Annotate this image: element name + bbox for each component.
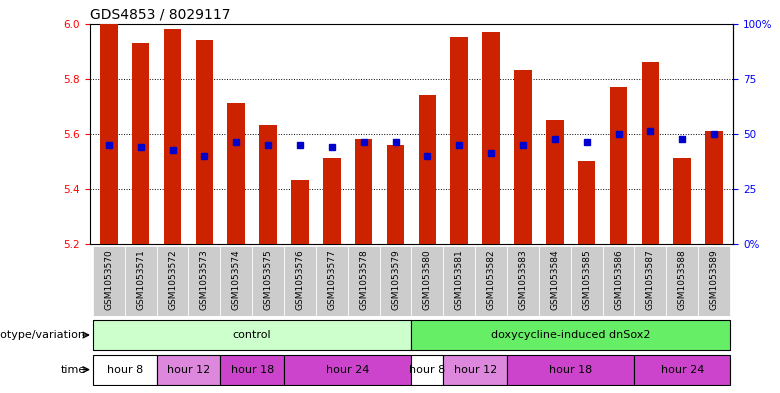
Text: GSM1053582: GSM1053582 (487, 249, 495, 310)
Bar (419, 95, 436, 244)
Text: GSM1053577: GSM1053577 (328, 249, 336, 310)
Bar (259, 125, 277, 244)
Text: hour 18: hour 18 (549, 365, 592, 375)
FancyBboxPatch shape (411, 354, 443, 385)
Text: GSM1053581: GSM1053581 (455, 249, 464, 310)
FancyBboxPatch shape (507, 354, 634, 385)
FancyBboxPatch shape (634, 246, 666, 316)
FancyBboxPatch shape (571, 246, 603, 316)
Bar (451, 37, 468, 244)
Text: hour 24: hour 24 (326, 365, 370, 375)
Text: GSM1053585: GSM1053585 (582, 249, 591, 310)
Bar (323, 158, 341, 244)
Text: GSM1053573: GSM1053573 (200, 249, 209, 310)
Text: hour 12: hour 12 (453, 365, 497, 375)
Text: GDS4853 / 8029117: GDS4853 / 8029117 (90, 7, 230, 21)
Text: hour 24: hour 24 (661, 365, 704, 375)
Bar (705, 131, 723, 244)
Text: GSM1053574: GSM1053574 (232, 249, 241, 310)
Bar (514, 70, 532, 244)
FancyBboxPatch shape (220, 354, 284, 385)
Text: GSM1053586: GSM1053586 (614, 249, 623, 310)
FancyBboxPatch shape (443, 246, 475, 316)
FancyBboxPatch shape (157, 246, 189, 316)
FancyBboxPatch shape (539, 246, 571, 316)
Text: control: control (233, 330, 271, 340)
Bar (355, 139, 372, 244)
Bar (673, 158, 691, 244)
FancyBboxPatch shape (125, 246, 157, 316)
FancyBboxPatch shape (411, 320, 730, 350)
FancyBboxPatch shape (348, 246, 380, 316)
Text: doxycycline-induced dnSox2: doxycycline-induced dnSox2 (491, 330, 651, 340)
Bar (164, 29, 181, 244)
FancyBboxPatch shape (284, 246, 316, 316)
Bar (228, 103, 245, 244)
Bar (642, 62, 659, 244)
Bar (546, 120, 564, 244)
FancyBboxPatch shape (603, 246, 634, 316)
Bar (578, 161, 595, 244)
FancyBboxPatch shape (220, 246, 252, 316)
Text: GSM1053576: GSM1053576 (296, 249, 304, 310)
Bar (387, 145, 404, 244)
Text: GSM1053570: GSM1053570 (105, 249, 113, 310)
Bar (291, 180, 309, 244)
Text: genotype/variation: genotype/variation (0, 330, 86, 340)
Text: GSM1053575: GSM1053575 (264, 249, 272, 310)
Bar (132, 43, 150, 244)
Text: GSM1053589: GSM1053589 (710, 249, 718, 310)
Text: GSM1053588: GSM1053588 (678, 249, 686, 310)
Text: time: time (61, 365, 86, 375)
FancyBboxPatch shape (475, 246, 507, 316)
FancyBboxPatch shape (93, 354, 157, 385)
FancyBboxPatch shape (443, 354, 507, 385)
FancyBboxPatch shape (507, 246, 539, 316)
FancyBboxPatch shape (380, 246, 411, 316)
Text: GSM1053584: GSM1053584 (551, 249, 559, 310)
Text: GSM1053579: GSM1053579 (391, 249, 400, 310)
FancyBboxPatch shape (157, 354, 220, 385)
Text: hour 12: hour 12 (167, 365, 210, 375)
Text: hour 8: hour 8 (410, 365, 445, 375)
Bar (482, 32, 500, 244)
FancyBboxPatch shape (189, 246, 220, 316)
FancyBboxPatch shape (93, 320, 411, 350)
Text: GSM1053572: GSM1053572 (168, 249, 177, 310)
Bar (196, 40, 213, 244)
FancyBboxPatch shape (93, 246, 125, 316)
Text: GSM1053587: GSM1053587 (646, 249, 655, 310)
FancyBboxPatch shape (411, 246, 443, 316)
Text: GSM1053580: GSM1053580 (423, 249, 432, 310)
Text: GSM1053571: GSM1053571 (136, 249, 145, 310)
FancyBboxPatch shape (698, 246, 730, 316)
Text: hour 8: hour 8 (107, 365, 143, 375)
Bar (100, 24, 118, 244)
FancyBboxPatch shape (634, 354, 730, 385)
Text: GSM1053578: GSM1053578 (359, 249, 368, 310)
FancyBboxPatch shape (284, 354, 411, 385)
FancyBboxPatch shape (666, 246, 698, 316)
FancyBboxPatch shape (316, 246, 348, 316)
Text: GSM1053583: GSM1053583 (519, 249, 527, 310)
Bar (610, 87, 627, 244)
FancyBboxPatch shape (252, 246, 284, 316)
Text: hour 18: hour 18 (231, 365, 274, 375)
